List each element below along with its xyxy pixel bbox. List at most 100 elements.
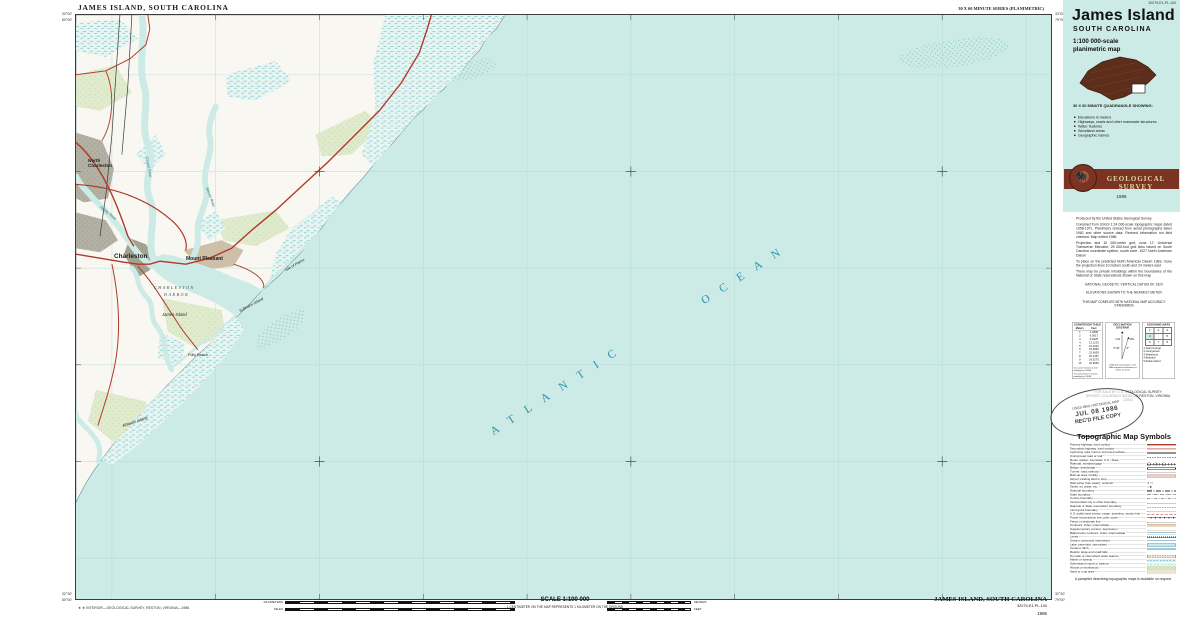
legend-symbol xyxy=(1147,543,1176,547)
legend-symbol xyxy=(1147,511,1176,512)
credit-paragraph: Compiled from USGS 1:24 000-scale topogr… xyxy=(1076,223,1172,239)
corner-coord-bl-lon: 80°00′ xyxy=(61,598,72,602)
accuracy-line: THIS MAP COMPLIES WITH NATIONAL MAP ACCU… xyxy=(1082,300,1166,308)
svg-text:GN: GN xyxy=(1116,337,1121,341)
legend-row: Fence or landmark line xyxy=(1070,520,1176,524)
declination-diagram: DECLINATION DIAGRAM ★ GN MN 0°46′ 6° UTM… xyxy=(1105,322,1140,379)
adjoining-cell: 3 xyxy=(1162,327,1172,334)
scale-bar-kilometers xyxy=(285,601,515,604)
legend-symbol xyxy=(1147,462,1176,467)
label-folly-beach: Folly Beach xyxy=(188,353,208,357)
legend-row: Power transmission line; pole; tower xyxy=(1070,515,1176,520)
bar-label-feet: FEET xyxy=(694,607,702,611)
legend-row: Light-duty road, hard or improved surfac… xyxy=(1070,451,1176,455)
state-shape-south-carolina xyxy=(1079,56,1157,101)
feature-list: Elevations in meters Highways, roads and … xyxy=(1073,115,1175,138)
legend-symbol xyxy=(1147,562,1176,566)
legend-row: County boundary xyxy=(1070,496,1176,501)
feature-item: Water features xyxy=(1073,124,1175,129)
legend-symbol xyxy=(1147,489,1176,494)
adjoining-cell: 5 xyxy=(1162,333,1172,340)
credit-paragraph: There may be private inholdings within t… xyxy=(1076,270,1172,278)
conversion-row: 8 26.2467 xyxy=(1079,355,1099,359)
adjoining-cell: 8 xyxy=(1162,339,1172,346)
conversion-title: CONVERSION TABLE xyxy=(1073,323,1102,327)
legend-row: U.S. public land survey: range, township… xyxy=(1070,512,1176,517)
corner-coord-tr-lon: 79°00′ xyxy=(1055,18,1066,22)
woodland-patches xyxy=(76,64,382,444)
legend-symbol xyxy=(1147,566,1176,570)
map-artwork xyxy=(76,15,1051,599)
adjoining-list-item: 3 Walterboro xyxy=(1143,353,1159,357)
conversion-row: 9 29.5275 xyxy=(1079,358,1099,362)
marsh-patches xyxy=(76,15,506,466)
legend-heading: Topographic Map Symbols xyxy=(1077,432,1171,441)
legend-row: Incorporated city or other boundary xyxy=(1070,501,1176,505)
legend-symbol xyxy=(1147,522,1176,524)
series-label: 30 X 60 MINUTE SERIES (PLANIMETRIC) xyxy=(958,6,1044,11)
conversion-row: 3 9.8425 xyxy=(1079,337,1098,341)
usgs-seal-icon xyxy=(1069,164,1097,192)
sheet-code: 32079-E1-PL-100 xyxy=(1148,1,1176,5)
conversion-col-feet: Feet xyxy=(1086,327,1102,331)
adjoining-cell: 7 xyxy=(1154,339,1163,346)
legend-symbol xyxy=(1147,452,1176,455)
panel-scale-line2: planimetric map xyxy=(1073,46,1121,53)
legend-row: Woods or brushwood xyxy=(1070,566,1176,570)
panel-title: James Island xyxy=(1072,7,1175,24)
legend-symbol xyxy=(1147,496,1176,501)
legend-row: Lake: perennial; intermittent xyxy=(1070,543,1176,547)
declination-title: DECLINATION DIAGRAM xyxy=(1113,323,1132,330)
panel-scale-line1: 1:100 000-scale xyxy=(1073,38,1119,45)
legend-symbol xyxy=(1147,555,1176,559)
adjoining-list-item: 5 Edisto Island xyxy=(1143,359,1161,363)
legend-row: Secondary highway, hard surface xyxy=(1070,446,1176,451)
legend-row: Stream: perennial; intermittent xyxy=(1070,539,1176,544)
conversion-row: 5 16.4042 xyxy=(1079,344,1099,348)
legend-symbol xyxy=(1147,531,1176,536)
panel-state: SOUTH CAROLINA xyxy=(1073,26,1152,33)
utm-grid xyxy=(76,15,1051,599)
credit-paragraph: Projection and 10 000-meter grid, zone 1… xyxy=(1076,241,1172,258)
scale-title: SCALE 1:100 000 xyxy=(540,597,590,603)
datum-line-1: NATIONAL GEODETIC VERTICAL DATUM OF 1929 xyxy=(1085,282,1163,287)
graticule-marks xyxy=(314,166,948,467)
legend-symbol xyxy=(1147,558,1176,562)
conversion-row: 6 19.6850 xyxy=(1079,348,1099,352)
conversion-row: 4 13.1233 xyxy=(1079,341,1099,345)
adjoining-list-item: 4 Beaufort xyxy=(1143,356,1156,360)
title-panel: 32079-E1-PL-100 James Island SOUTH CAROL… xyxy=(1063,0,1180,212)
imprint-line: ★ ★ INTERIOR—GEOLOGICAL SURVEY, RESTON, … xyxy=(78,606,190,610)
svg-text:★: ★ xyxy=(1121,330,1125,335)
corner-coord-bl-lat: 32°30′ xyxy=(61,592,72,596)
corner-coord-br-lat: 32°30′ xyxy=(1055,592,1066,596)
footer-title-block: JAMES ISLAND, SOUTH CAROLINA 32079-E1-PL… xyxy=(850,596,1047,616)
rivers xyxy=(76,15,343,464)
conversion-row: 7 22.9659 xyxy=(1079,351,1099,355)
edge-ticks xyxy=(76,15,1051,599)
legend-symbol xyxy=(1147,503,1176,504)
production-credits: Produced by the United States Geological… xyxy=(1076,217,1172,307)
conversion-note-2: To convert feet to meters multiply by 0.… xyxy=(1073,372,1098,378)
adjoining-title: ADJOINING MAPS xyxy=(1146,323,1171,327)
legend-note: A pamphlet describing topographic maps i… xyxy=(1075,577,1171,581)
legend-symbol xyxy=(1147,535,1176,540)
legend-row: Well (other than water); windmill xyxy=(1070,481,1176,485)
legend-symbol xyxy=(1147,515,1176,520)
legend-symbol xyxy=(1147,467,1176,470)
scale-bar-feet xyxy=(607,608,691,611)
adjoining-cell: 1 xyxy=(1145,327,1155,334)
label-mount-pleasant: Mount Pleasant xyxy=(186,256,223,262)
legend-symbol xyxy=(1147,472,1176,474)
legend-row: Railroad: standard gage xyxy=(1070,462,1176,467)
railroads xyxy=(99,15,133,237)
sheet-title-top: JAMES ISLAND, SOUTH CAROLINA xyxy=(78,3,229,12)
scale-subtitle: 1 CENTIMETER ON THE MAP REPRESENTS 1 KIL… xyxy=(506,605,624,609)
svg-text:6°: 6° xyxy=(1127,346,1130,350)
footer-year: 1986 xyxy=(1037,611,1047,616)
legend-row: Primary highway, hard surface xyxy=(1070,442,1176,447)
legend-symbol xyxy=(1147,512,1176,517)
